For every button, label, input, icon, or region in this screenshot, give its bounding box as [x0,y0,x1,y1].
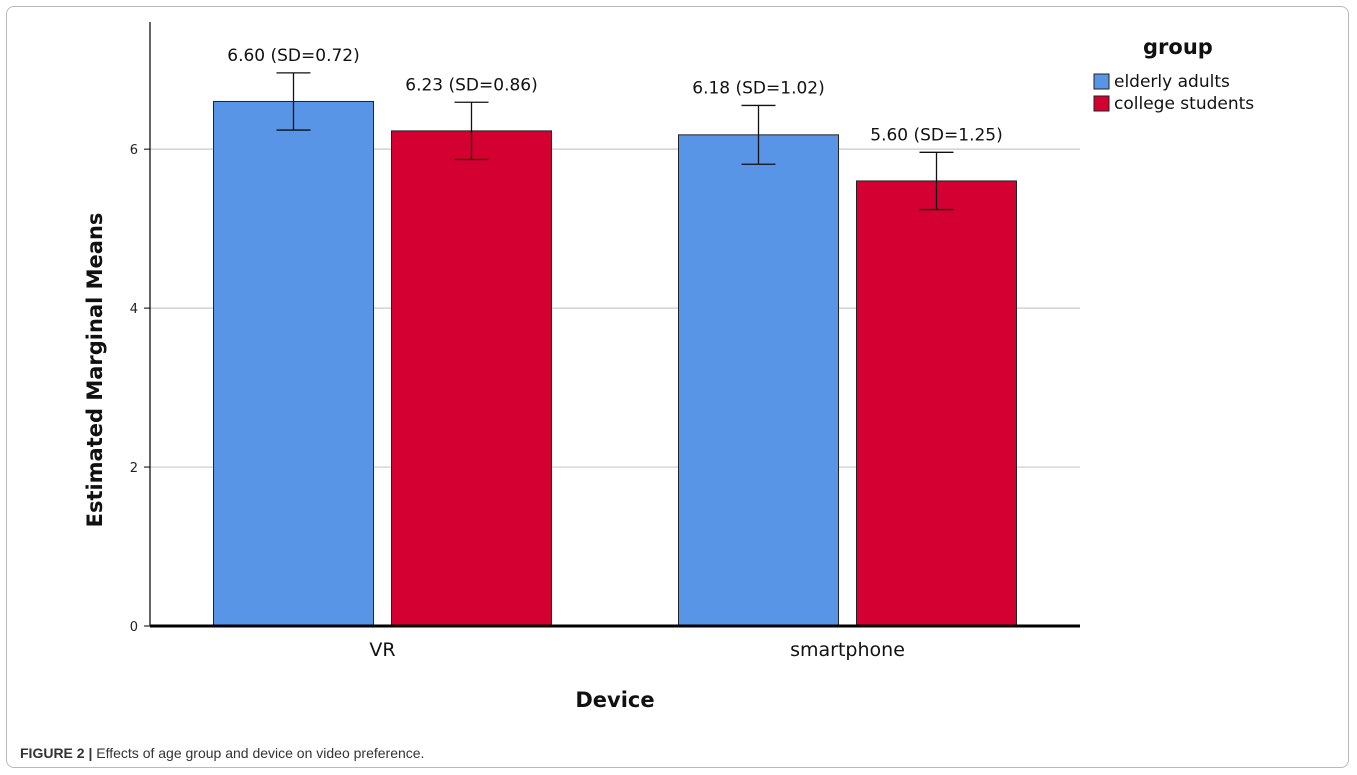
data-label: 6.18 (SD=1.02) [692,78,825,98]
bar [856,180,1017,627]
legend-swatch [1093,95,1110,112]
figure-caption: FIGURE 2 | Effects of age group and devi… [20,745,424,761]
axes [149,22,1080,628]
legend-label: college students [1114,94,1254,114]
bar [678,134,839,627]
data-label: 5.60 (SD=1.25) [870,125,1003,145]
x-tick-label: VR [369,639,395,661]
legend-swatch [1093,73,1110,90]
y-tick-label: 0 [130,620,138,635]
data-label: 6.60 (SD=0.72) [227,46,360,66]
y-tick-labels: 0 2 4 6 [130,143,150,635]
bars [213,100,1017,627]
error-bars [276,72,954,211]
data-label: 6.23 (SD=0.86) [405,75,538,95]
y-axis-title: Estimated Marginal Means [83,213,107,528]
x-tick-label: smartphone [790,639,905,661]
x-tick-labels: VR smartphone [369,639,904,661]
data-labels: 6.60 (SD=0.72) 6.23 (SD=0.86) 6.18 (SD=1.0… [227,46,1003,145]
caption-text: Effects of age group and device on video… [92,745,425,761]
bar [213,100,374,627]
y-tick-label: 6 [130,143,138,158]
bar [391,130,552,627]
bar-chart: 0 2 4 6 VR smartphone 6.60 (SD=0.72) 6.23 (SD… [83,22,1254,712]
caption-label: FIGURE 2 | [20,745,93,761]
x-axis-title: Device [575,688,654,712]
legend-title: group [1143,35,1213,59]
y-tick-label: 2 [130,461,138,476]
y-tick-label: 4 [130,302,138,317]
legend-label: elderly adults [1114,72,1230,92]
